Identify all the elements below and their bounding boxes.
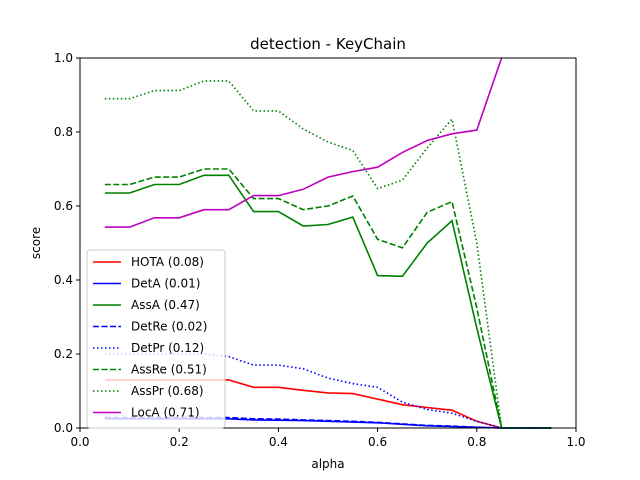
x-tick-label: 0.6: [368, 435, 387, 449]
y-tick-label: 0.8: [54, 125, 73, 139]
x-tick-label: 0.0: [70, 435, 89, 449]
legend-label: DetPr (0.12): [131, 341, 204, 355]
legend-label: LocA (0.71): [131, 406, 200, 420]
y-tick-label: 1.0: [54, 51, 73, 65]
legend: HOTA (0.08) DetA (0.01) AssA (0.47) DetRe (…: [86, 249, 226, 429]
legend-box: [86, 249, 226, 429]
legend-label: AssA (0.47): [131, 298, 200, 312]
series-line-6: [104, 168, 552, 429]
x-tick-label: 0.4: [269, 435, 288, 449]
x-tick-label: 0.8: [467, 435, 486, 449]
x-tick-label: 1.0: [566, 435, 585, 449]
legend-label: AssRe (0.51): [131, 363, 207, 377]
y-tick-label: 0.4: [54, 273, 73, 287]
legend-label: AssPr (0.68): [131, 384, 204, 398]
legend-label: DetA (0.01): [131, 277, 200, 291]
y-axis-label: score: [29, 227, 43, 259]
y-tick-label: 0.6: [54, 199, 73, 213]
x-axis-label: alpha: [311, 457, 344, 471]
series-line-3: [104, 174, 552, 429]
x-tick-label: 0.2: [170, 435, 189, 449]
legend-label: HOTA (0.08): [131, 255, 204, 269]
y-tick-label: 0.2: [54, 347, 73, 361]
y-tick-label: 0.0: [54, 421, 73, 435]
series-line-8: [104, 57, 503, 228]
axes-frame: [79, 57, 577, 429]
series-line-7: [104, 80, 552, 429]
legend-label: DetRe (0.02): [131, 320, 207, 334]
chart-title: detection - KeyChain: [250, 35, 406, 53]
plot-area: 0.0 0.2 0.4 0.6 0.8 1.0 0.0 0.2 0.4 0.6 0.8 1.0: [54, 51, 586, 449]
series-line-4: [104, 416, 552, 429]
